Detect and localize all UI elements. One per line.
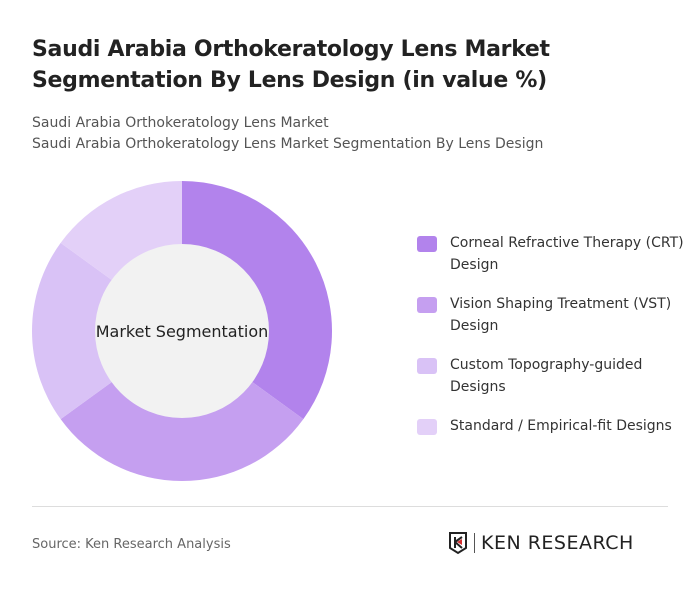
logo-icon [449,532,467,555]
legend-item: Corneal Refractive Therapy (CRT) Design [417,232,687,276]
legend-swatch [417,358,437,374]
source-note: Source: Ken Research Analysis [32,537,231,552]
divider [32,506,668,507]
chart-title: Saudi Arabia Orthokeratology Lens Market… [32,37,550,93]
donut-chart: Market Segmentation [31,181,332,481]
legend-label: Custom Topography-guided Designs [450,357,643,395]
legend: Corneal Refractive Therapy (CRT) Design V… [417,232,687,454]
ken-research-logo: KEN RESEARCH [448,531,634,555]
chart-subtitle-2: Saudi Arabia Orthokeratology Lens Market… [32,136,544,152]
legend-label: Vision Shaping Treatment (VST) Design [450,296,672,334]
legend-swatch [417,297,437,313]
donut-hole [95,244,269,418]
legend-item: Custom Topography-guided Designs [417,354,687,398]
chart-subtitle: Saudi Arabia Orthokeratology Lens Market [32,115,329,131]
legend-label: Corneal Refractive Therapy (CRT) Design [450,235,684,273]
logo-text: KEN RESEARCH [481,532,634,554]
center-label: Market Segmentation [96,322,269,341]
legend-label: Standard / Empirical-fit Designs [450,418,672,434]
legend-item: Standard / Empirical-fit Designs [417,415,687,437]
legend-item: Vision Shaping Treatment (VST) Design [417,293,687,337]
legend-swatch [417,236,437,252]
legend-swatch [417,419,437,435]
